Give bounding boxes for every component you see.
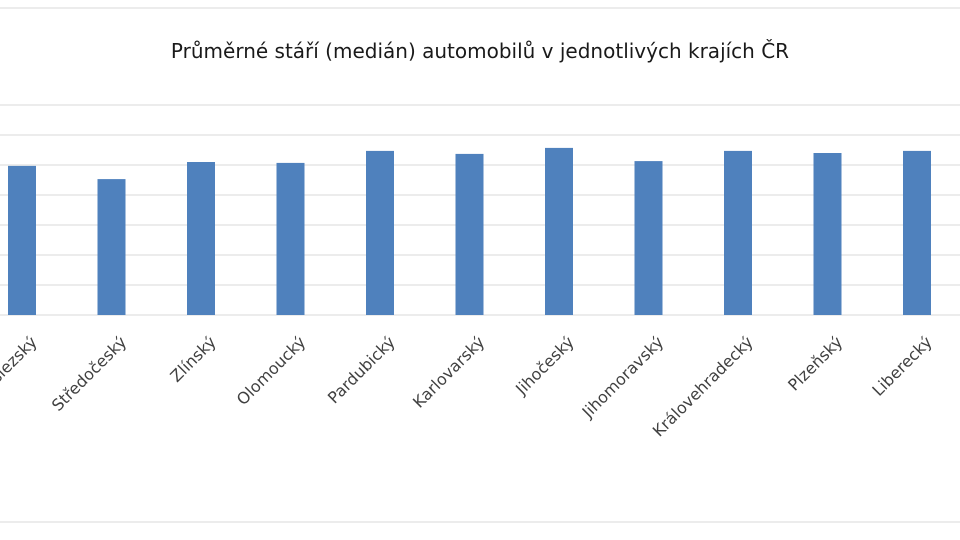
bar — [187, 162, 215, 315]
bar — [455, 153, 484, 315]
bar — [813, 153, 842, 315]
bar — [276, 162, 305, 315]
bar — [8, 165, 36, 315]
bar — [366, 150, 394, 315]
bar — [634, 161, 663, 315]
bar — [97, 179, 126, 315]
bar — [903, 150, 931, 315]
bar — [724, 150, 752, 315]
bar — [545, 147, 573, 315]
chart-title: Průměrné stáří (medián) automobilů v jed… — [171, 39, 789, 63]
